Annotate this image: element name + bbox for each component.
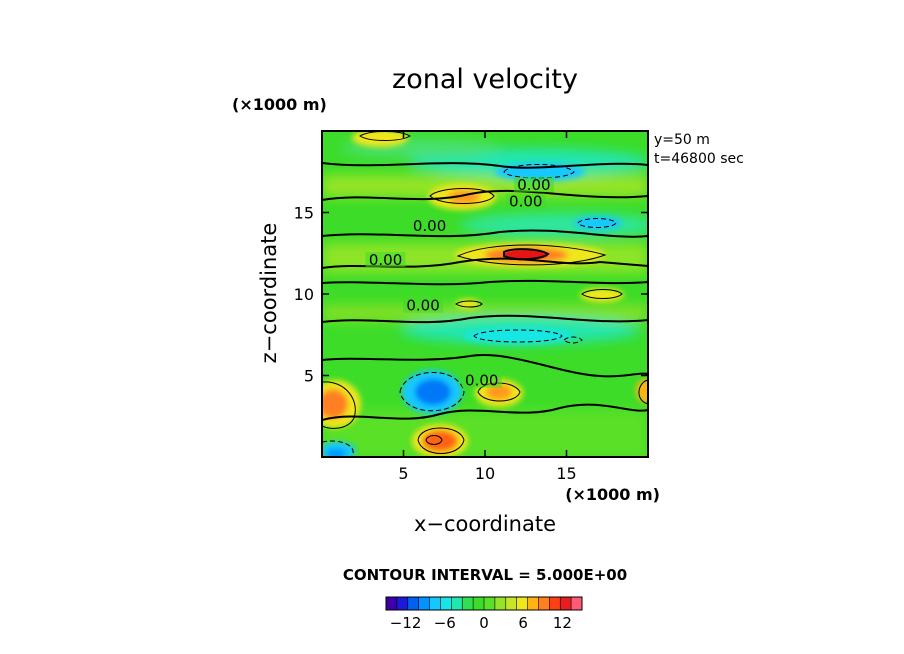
colorbar-swatch: [440, 597, 452, 610]
colorbar-swatch: [538, 597, 550, 610]
colorbar-tick-label: −6: [434, 614, 456, 632]
contour-label-bg: [409, 217, 450, 233]
axis-ticks: 5 10 15 5 10 15: [294, 131, 648, 483]
heatmap-field: [322, 131, 648, 457]
colorbar-swatch: [527, 597, 539, 610]
colorbar-swatch: [386, 597, 398, 610]
y-axis-title: z−coordinate: [257, 223, 281, 364]
colorbar-swatch: [516, 597, 528, 610]
colorbar-swatch: [407, 597, 419, 610]
colorbar-swatch: [560, 597, 572, 610]
colorbar-swatch: [494, 597, 507, 610]
y-tick-label: 5: [304, 367, 314, 386]
contour-labels: 0.000.000.000.000.000.00: [365, 176, 554, 390]
x-scale-label: (×1000 m): [565, 485, 660, 504]
colorbar-swatch: [571, 597, 583, 610]
colorbar-swatch: [484, 597, 496, 610]
colorbar-swatch: [462, 597, 474, 610]
x-tick-label: 10: [475, 464, 495, 483]
colorbar-tick-label: 6: [518, 614, 528, 632]
colorbar-swatch: [396, 597, 409, 610]
contour-label: 0.00: [406, 297, 439, 315]
annotation-y: y=50 m: [654, 132, 710, 148]
colorbar-swatch: [549, 597, 561, 610]
y-tick-label: 15: [294, 204, 314, 223]
contour-label-bg: [365, 252, 406, 268]
colorbar-swatch: [418, 597, 430, 610]
colorbar-swatch: [505, 597, 517, 610]
colorbar-tick-label: 12: [553, 614, 572, 632]
colorbar-tick-label: 0: [479, 614, 489, 632]
contour-label-bg: [403, 297, 444, 313]
contour-label: 0.00: [517, 176, 550, 194]
contour-label-bg: [461, 372, 502, 388]
contour-label-bg: [505, 193, 546, 209]
colorbar-swatch: [451, 597, 463, 610]
contour-label: 0.00: [465, 372, 498, 390]
contour-label: 0.00: [509, 192, 542, 210]
contour-label-bg: [513, 177, 554, 193]
annotation-t: t=46800 sec: [654, 151, 744, 167]
colorbar-swatch: [473, 597, 485, 610]
contour-label: 0.00: [369, 251, 402, 269]
y-tick-label: 10: [294, 285, 314, 304]
x-tick-label: 15: [556, 464, 576, 483]
contour-label: 0.00: [413, 217, 446, 235]
colorbar-tick-label: −12: [390, 614, 422, 632]
x-tick-label: 5: [398, 464, 408, 483]
contour-interval-text: CONTOUR INTERVAL = 5.000E+00: [343, 566, 627, 584]
y-scale-label: (×1000 m): [232, 95, 327, 114]
colorbar-frame: [385, 596, 583, 611]
chart-title: zonal velocity: [392, 64, 578, 95]
colorbar: −12 −6 0 6 12: [385, 596, 583, 632]
colorbar-swatch: [429, 597, 441, 610]
x-axis-title: x−coordinate: [414, 512, 556, 536]
